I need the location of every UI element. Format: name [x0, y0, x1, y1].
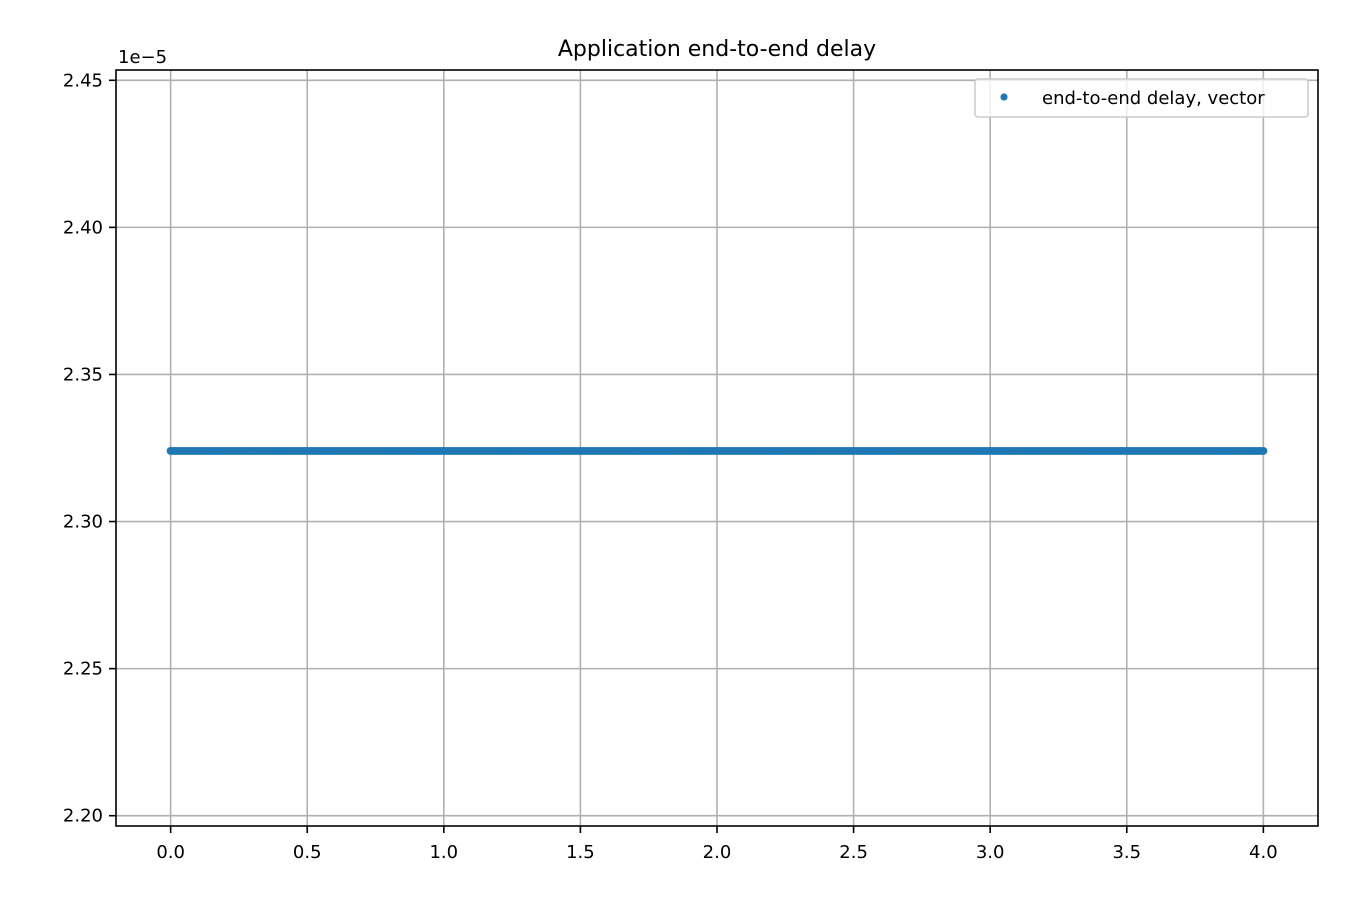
x-tick-label: 3.5 [1112, 842, 1141, 863]
x-tick-label: 0.5 [293, 842, 322, 863]
y-tick-label: 2.30 [63, 512, 103, 533]
y-offset-label: 1e−5 [118, 47, 167, 68]
y-tick-label: 2.25 [63, 659, 103, 680]
x-tick-label: 2.0 [703, 842, 732, 863]
x-tick-label: 1.0 [429, 842, 458, 863]
x-tick-label: 4.0 [1249, 842, 1278, 863]
legend: end-to-end delay, vector [974, 78, 1309, 118]
legend-label: end-to-end delay, vector [1042, 88, 1265, 109]
data-points [166, 446, 1268, 455]
chart-title: Application end-to-end delay [558, 37, 876, 62]
x-axis: 0.0 0.5 1.0 1.5 2.0 2.5 3.0 3.5 4.0 [156, 826, 1278, 863]
y-axis: 2.20 2.25 2.30 2.35 2.40 2.45 [63, 70, 116, 827]
y-tick-label: 2.20 [63, 806, 103, 827]
legend-box [974, 78, 1309, 118]
x-tick-label: 2.5 [839, 842, 868, 863]
x-tick-label: 3.0 [976, 842, 1005, 863]
x-tick-label: 1.5 [566, 842, 595, 863]
y-tick-label: 2.35 [63, 364, 103, 385]
x-tick-label: 0.0 [156, 842, 185, 863]
legend-marker [1000, 93, 1008, 101]
y-tick-label: 2.45 [63, 70, 103, 91]
grid [116, 70, 1318, 826]
y-tick-label: 2.40 [63, 217, 103, 238]
data-point [1259, 446, 1268, 455]
